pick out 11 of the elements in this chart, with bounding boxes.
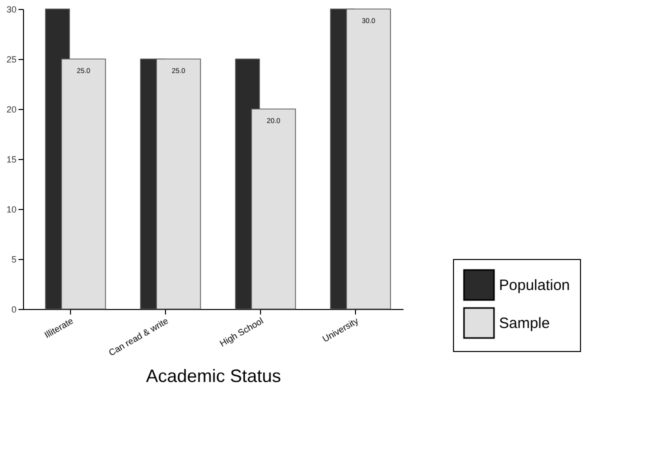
legend-label: Sample [499,315,550,332]
y-tick-label: 25 [6,54,16,64]
legend-label: Population [499,277,570,294]
y-tick-label: 20 [6,104,16,114]
y-tick-label: 10 [6,204,16,214]
y-tick-label: 0 [11,304,16,314]
x-tick-label: Can read & write [106,316,170,358]
y-tick-label: 15 [6,154,16,164]
y-tick-label: 5 [11,254,16,264]
y-tick-label: 30 [6,4,16,14]
x-axis-title: Academic Status [146,366,282,386]
